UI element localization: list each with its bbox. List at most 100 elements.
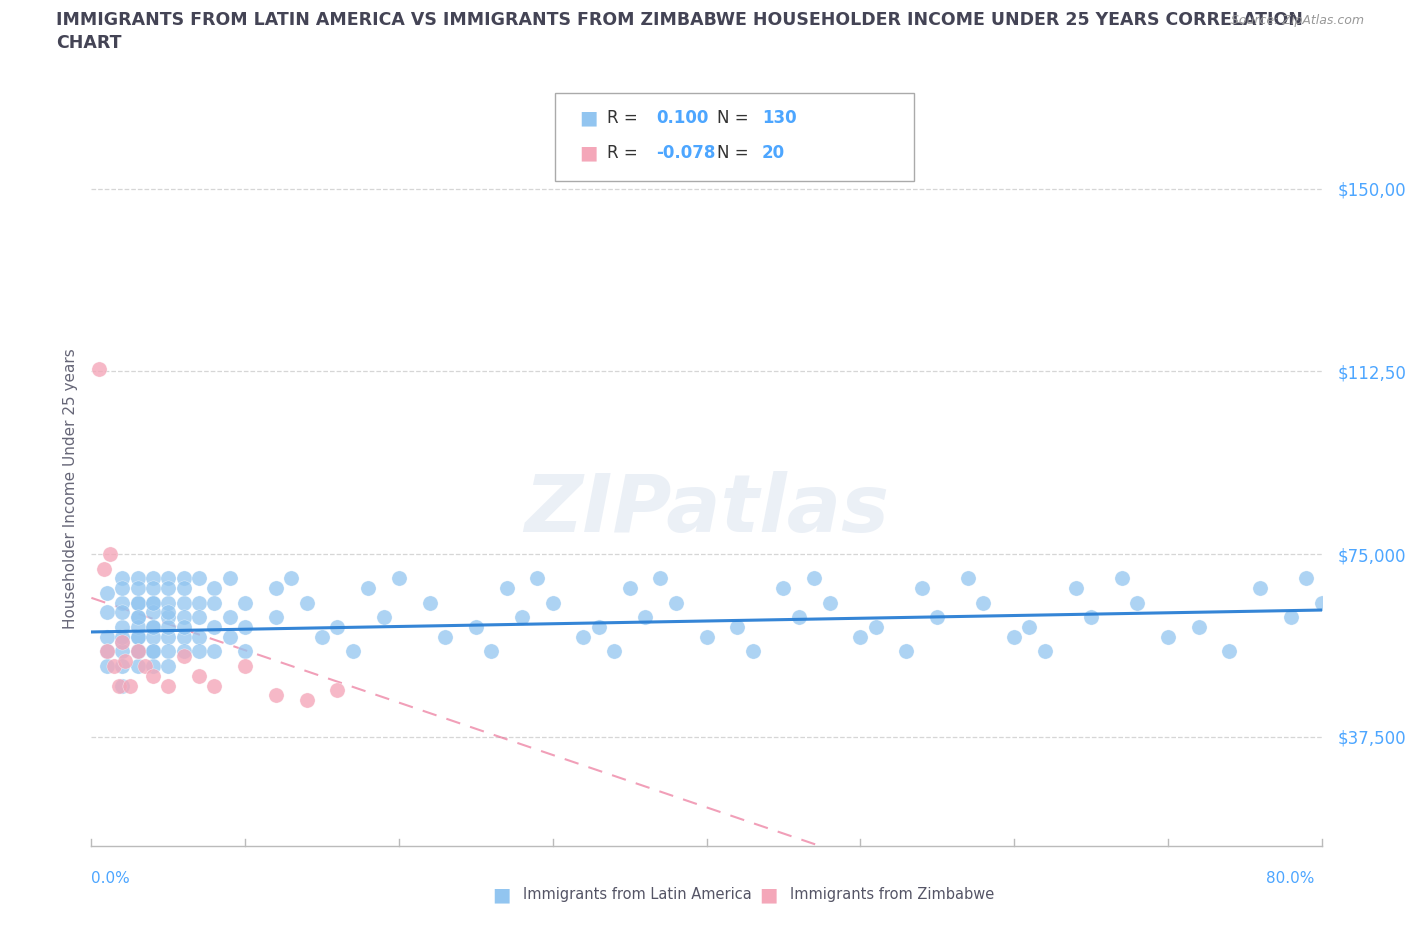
Point xyxy=(1295,571,1317,586)
Point xyxy=(541,595,564,610)
Point xyxy=(111,678,134,693)
Point xyxy=(741,644,763,658)
Point xyxy=(479,644,502,658)
Point xyxy=(103,658,125,673)
Text: ZIPatlas: ZIPatlas xyxy=(524,471,889,549)
Point xyxy=(142,595,165,610)
Point xyxy=(1279,610,1302,625)
Point xyxy=(142,619,165,634)
Y-axis label: Householder Income Under 25 years: Householder Income Under 25 years xyxy=(62,348,77,629)
Point xyxy=(173,630,195,644)
Point xyxy=(96,630,118,644)
Text: R =: R = xyxy=(607,109,638,127)
Point xyxy=(173,610,195,625)
Point xyxy=(1249,580,1271,595)
Point xyxy=(127,644,149,658)
Text: 130: 130 xyxy=(762,109,797,127)
Point xyxy=(342,644,364,658)
Point xyxy=(142,595,165,610)
Point xyxy=(1218,644,1240,658)
Point xyxy=(896,644,918,658)
Text: Immigrants from Latin America: Immigrants from Latin America xyxy=(523,887,752,902)
Point xyxy=(142,644,165,658)
Text: R =: R = xyxy=(607,144,638,163)
Point xyxy=(127,630,149,644)
Point xyxy=(173,580,195,595)
Point xyxy=(188,669,211,684)
Point xyxy=(357,580,380,595)
Text: ■: ■ xyxy=(579,144,598,163)
Point xyxy=(127,610,149,625)
Point xyxy=(108,678,131,693)
Point xyxy=(772,580,794,595)
Point xyxy=(111,595,134,610)
Point xyxy=(157,610,180,625)
Text: N =: N = xyxy=(717,109,748,127)
Text: 20: 20 xyxy=(762,144,785,163)
Point xyxy=(1187,619,1209,634)
Text: CHART: CHART xyxy=(56,34,122,52)
Point xyxy=(264,688,287,703)
Point xyxy=(218,610,240,625)
Point xyxy=(526,571,548,586)
Point xyxy=(202,595,225,610)
Point xyxy=(111,571,134,586)
Point xyxy=(264,580,287,595)
Point xyxy=(127,619,149,634)
Point xyxy=(1310,595,1333,610)
Point xyxy=(96,586,118,601)
Point xyxy=(603,644,626,658)
Text: 0.100: 0.100 xyxy=(657,109,709,127)
Point xyxy=(173,649,195,664)
Point xyxy=(157,619,180,634)
Point xyxy=(311,630,333,644)
Point xyxy=(127,595,149,610)
Point xyxy=(495,580,517,595)
Point xyxy=(202,580,225,595)
Point xyxy=(619,580,641,595)
Point xyxy=(972,595,994,610)
Point xyxy=(233,644,256,658)
Point xyxy=(111,619,134,634)
Point xyxy=(142,644,165,658)
Point xyxy=(218,630,240,644)
Point xyxy=(787,610,810,625)
Point xyxy=(388,571,411,586)
Point xyxy=(173,644,195,658)
Point xyxy=(127,644,149,658)
Point xyxy=(202,644,225,658)
Point xyxy=(111,634,134,649)
Text: ■: ■ xyxy=(492,885,510,904)
Point xyxy=(111,630,134,644)
Text: Source: ZipAtlas.com: Source: ZipAtlas.com xyxy=(1230,14,1364,27)
Point xyxy=(849,630,872,644)
Point xyxy=(111,658,134,673)
Point xyxy=(264,610,287,625)
Point xyxy=(98,547,121,562)
Point xyxy=(464,619,486,634)
Point xyxy=(1002,630,1025,644)
Point xyxy=(188,630,211,644)
Point xyxy=(510,610,533,625)
Point xyxy=(127,658,149,673)
Point xyxy=(218,571,240,586)
Text: N =: N = xyxy=(717,144,748,163)
Point xyxy=(157,630,180,644)
Point xyxy=(173,571,195,586)
Point xyxy=(233,595,256,610)
Point xyxy=(650,571,672,586)
Point xyxy=(956,571,979,586)
Point xyxy=(865,619,887,634)
Point xyxy=(1157,630,1180,644)
Text: 0.0%: 0.0% xyxy=(91,871,131,886)
Point xyxy=(157,678,180,693)
Text: 80.0%: 80.0% xyxy=(1267,871,1315,886)
Text: IMMIGRANTS FROM LATIN AMERICA VS IMMIGRANTS FROM ZIMBABWE HOUSEHOLDER INCOME UND: IMMIGRANTS FROM LATIN AMERICA VS IMMIGRA… xyxy=(56,11,1303,29)
Text: -0.078: -0.078 xyxy=(657,144,716,163)
Point xyxy=(188,610,211,625)
Point xyxy=(173,595,195,610)
Point xyxy=(96,605,118,620)
Point xyxy=(1111,571,1133,586)
Point xyxy=(911,580,934,595)
Point xyxy=(1126,595,1149,610)
